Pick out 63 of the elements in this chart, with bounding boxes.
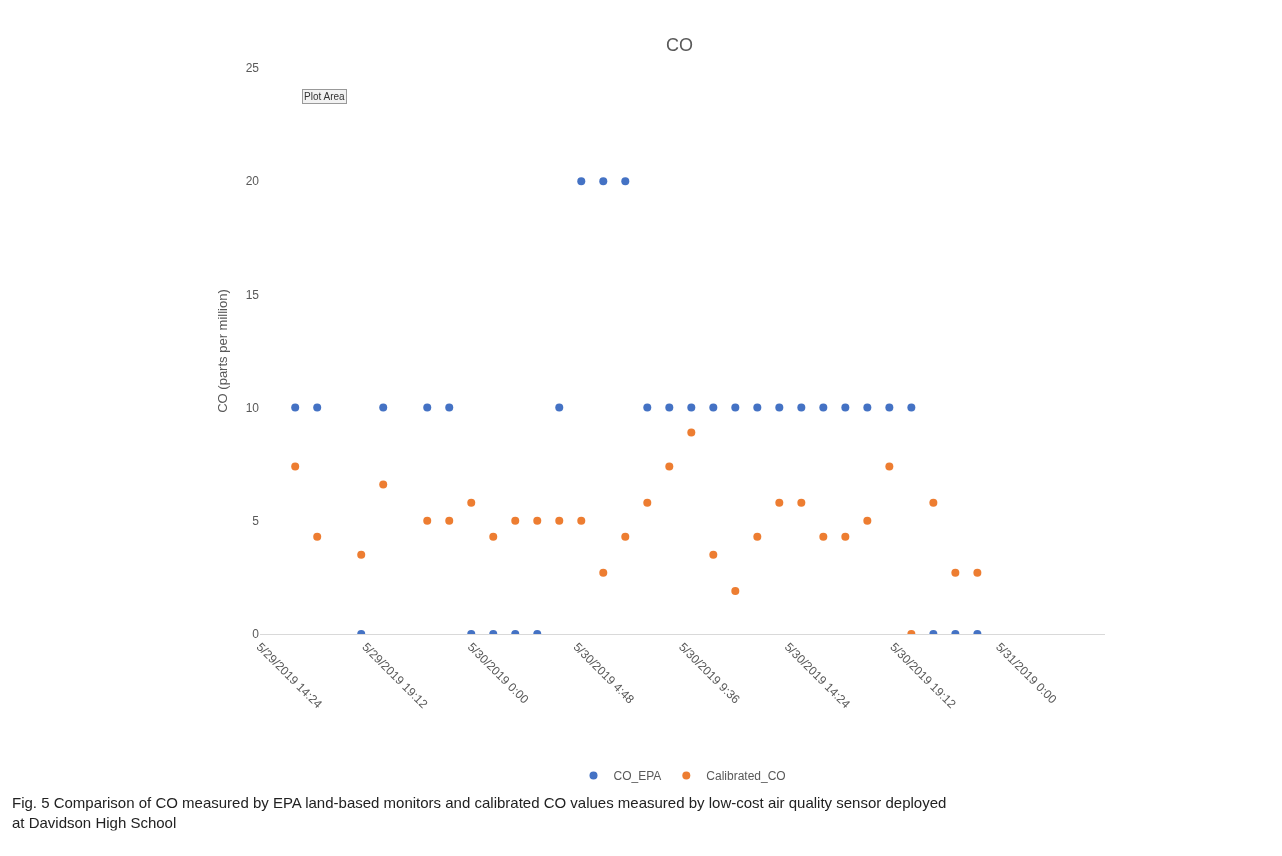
point xyxy=(555,403,564,412)
y-tick-label: 25 xyxy=(245,61,260,76)
point xyxy=(313,532,322,541)
point xyxy=(489,532,498,541)
point xyxy=(423,516,432,525)
point xyxy=(643,403,652,412)
point xyxy=(599,568,608,577)
point xyxy=(973,568,982,577)
y-tick-label: 15 xyxy=(245,287,260,302)
point xyxy=(731,403,740,412)
point xyxy=(753,403,762,412)
point xyxy=(709,550,718,559)
y-tick-label: 20 xyxy=(245,174,260,189)
point xyxy=(775,498,784,507)
point xyxy=(907,403,916,412)
legend-label: CO_EPA xyxy=(613,769,662,784)
point xyxy=(731,586,740,595)
point xyxy=(885,403,894,412)
y-axis-title: CO (parts per million) xyxy=(214,289,230,413)
point xyxy=(313,403,322,412)
point xyxy=(423,403,432,412)
point xyxy=(797,498,806,507)
point xyxy=(841,532,850,541)
point xyxy=(291,403,300,412)
point xyxy=(379,403,388,412)
point xyxy=(533,516,542,525)
point xyxy=(885,462,894,471)
point xyxy=(863,516,872,525)
point xyxy=(665,462,674,471)
point xyxy=(753,532,762,541)
point xyxy=(841,403,850,412)
point xyxy=(577,177,586,186)
y-tick-label: 0 xyxy=(252,627,260,642)
point xyxy=(445,403,454,412)
point xyxy=(687,403,696,412)
point xyxy=(709,403,718,412)
point xyxy=(665,403,674,412)
point xyxy=(687,428,696,437)
annotation: Plot Area xyxy=(304,91,346,102)
point xyxy=(357,550,366,559)
point xyxy=(555,516,564,525)
point xyxy=(621,532,630,541)
point xyxy=(445,516,454,525)
point xyxy=(467,498,476,507)
point xyxy=(797,403,806,412)
point xyxy=(621,177,630,186)
chart-title: CO xyxy=(665,35,693,56)
point xyxy=(643,498,652,507)
point xyxy=(929,498,938,507)
caption: Fig. 5 Comparison of CO measured by EPA land-based monitors and calibrated CO values measured by low-cost air quality sensor deployed at Davidson High School xyxy=(12,794,947,831)
point xyxy=(863,403,872,412)
y-tick-label: 10 xyxy=(245,400,260,415)
point xyxy=(819,403,828,412)
point xyxy=(577,516,586,525)
y-tick-label: 5 xyxy=(252,514,260,528)
point xyxy=(819,532,828,541)
point xyxy=(951,568,960,577)
point xyxy=(511,516,520,525)
point xyxy=(775,403,784,412)
point xyxy=(291,462,300,471)
legend-label: Calibrated_CO xyxy=(706,769,786,784)
point xyxy=(379,480,388,489)
point xyxy=(599,177,608,186)
